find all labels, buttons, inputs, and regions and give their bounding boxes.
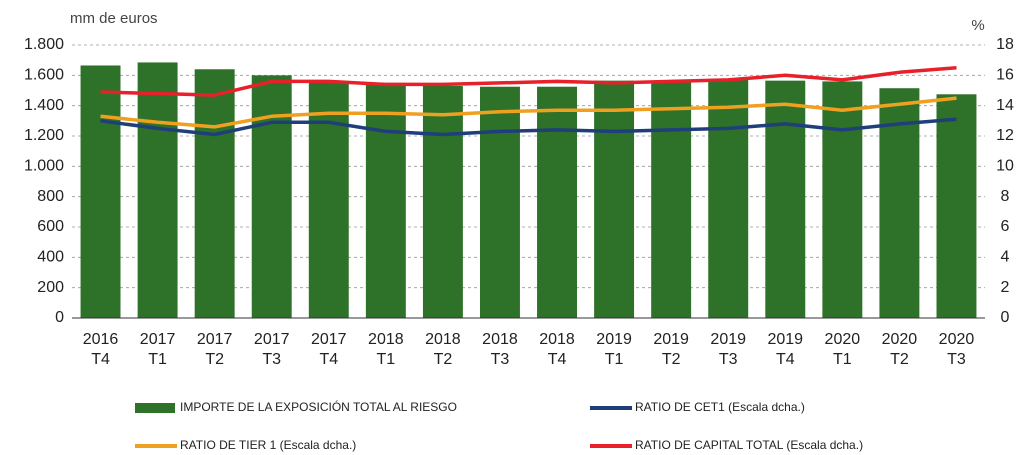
x-tick-label: T2	[662, 351, 681, 368]
bar	[194, 69, 235, 319]
x-tick-label: 2017	[311, 331, 347, 348]
y-tick-label: 800	[37, 188, 64, 205]
legend-label: RATIO DE TIER 1 (Escala dcha.)	[180, 438, 356, 452]
bar	[137, 62, 178, 318]
bar	[80, 65, 121, 318]
bar	[537, 86, 578, 318]
x-tick-label: 2020	[825, 331, 861, 348]
x-tick-label: 2018	[425, 331, 461, 348]
x-tick-label: 2017	[140, 331, 176, 348]
bar	[651, 80, 692, 319]
x-tick-label: T1	[833, 351, 852, 368]
bar	[822, 81, 863, 319]
y-tick-label: 1.800	[24, 36, 64, 53]
x-tick-label: T2	[434, 351, 453, 368]
x-tick-label: T3	[491, 351, 510, 368]
y-axis-label: mm de euros	[70, 10, 158, 27]
y-tick-label: 1.200	[24, 127, 64, 144]
x-tick-label: T2	[205, 351, 224, 368]
x-tick-label: T4	[776, 351, 795, 368]
line	[100, 96, 957, 129]
legend-label: RATIO DE CAPITAL TOTAL (Escala dcha.)	[635, 438, 863, 452]
y2-tick-label: 0	[1001, 309, 1010, 326]
y-tick-label: 400	[37, 249, 64, 266]
y-tick-label: 600	[37, 218, 64, 235]
x-tick-label: 2019	[710, 331, 746, 348]
line	[100, 66, 957, 97]
y2-tick-label: 16	[996, 67, 1014, 84]
y-tick-label: 0	[55, 309, 64, 326]
x-tick-label: 2019	[767, 331, 803, 348]
bar	[308, 82, 349, 319]
x-tick-label: 2020	[939, 331, 975, 348]
y2-tick-label: 4	[1001, 249, 1010, 266]
y2-tick-label: 18	[996, 36, 1014, 53]
legend-label: RATIO DE CET1 (Escala dcha.)	[635, 400, 805, 414]
y2-axis-label: %	[971, 17, 984, 34]
x-tick-label: T1	[377, 351, 396, 368]
x-tick-label: T4	[548, 351, 567, 368]
y-tick-label: 1.400	[24, 97, 64, 114]
y2-tick-label: 8	[1001, 188, 1010, 205]
x-tick-label: T1	[148, 351, 167, 368]
x-tick-label: T1	[605, 351, 624, 368]
x-tick-label: 2018	[482, 331, 518, 348]
y2-tick-label: 10	[996, 158, 1014, 175]
bar	[765, 80, 806, 319]
x-tick-label: 2018	[368, 331, 404, 348]
line	[100, 117, 957, 137]
x-tick-label: 2019	[596, 331, 632, 348]
x-tick-label: 2019	[653, 331, 689, 348]
x-tick-label: 2018	[539, 331, 575, 348]
bar	[708, 79, 749, 318]
y-tick-label: 1.000	[24, 158, 64, 175]
x-tick-label: 2020	[882, 331, 918, 348]
bar	[479, 86, 520, 318]
x-tick-label: T2	[890, 351, 909, 368]
y2-tick-label: 6	[1001, 218, 1010, 235]
x-tick-label: 2017	[254, 331, 290, 348]
x-tick-label: T3	[262, 351, 281, 368]
y-tick-label: 200	[37, 279, 64, 296]
x-tick-label: T3	[719, 351, 738, 368]
y-tick-label: 1.600	[24, 67, 64, 84]
legend-swatch	[135, 403, 175, 413]
y2-tick-label: 2	[1001, 279, 1010, 296]
x-tick-label: 2017	[197, 331, 233, 348]
bar	[936, 94, 977, 319]
bar	[594, 80, 635, 319]
bar	[365, 82, 406, 319]
x-tick-label: T3	[947, 351, 966, 368]
bar	[251, 75, 292, 318]
x-tick-label: T4	[91, 351, 110, 368]
x-tick-label: T4	[319, 351, 338, 368]
y2-tick-label: 12	[996, 127, 1014, 144]
bar	[422, 85, 463, 318]
y2-tick-label: 14	[996, 97, 1014, 114]
legend-label: IMPORTE DE LA EXPOSICIÓN TOTAL AL RIESGO	[180, 399, 457, 414]
x-tick-label: 2016	[83, 331, 119, 348]
